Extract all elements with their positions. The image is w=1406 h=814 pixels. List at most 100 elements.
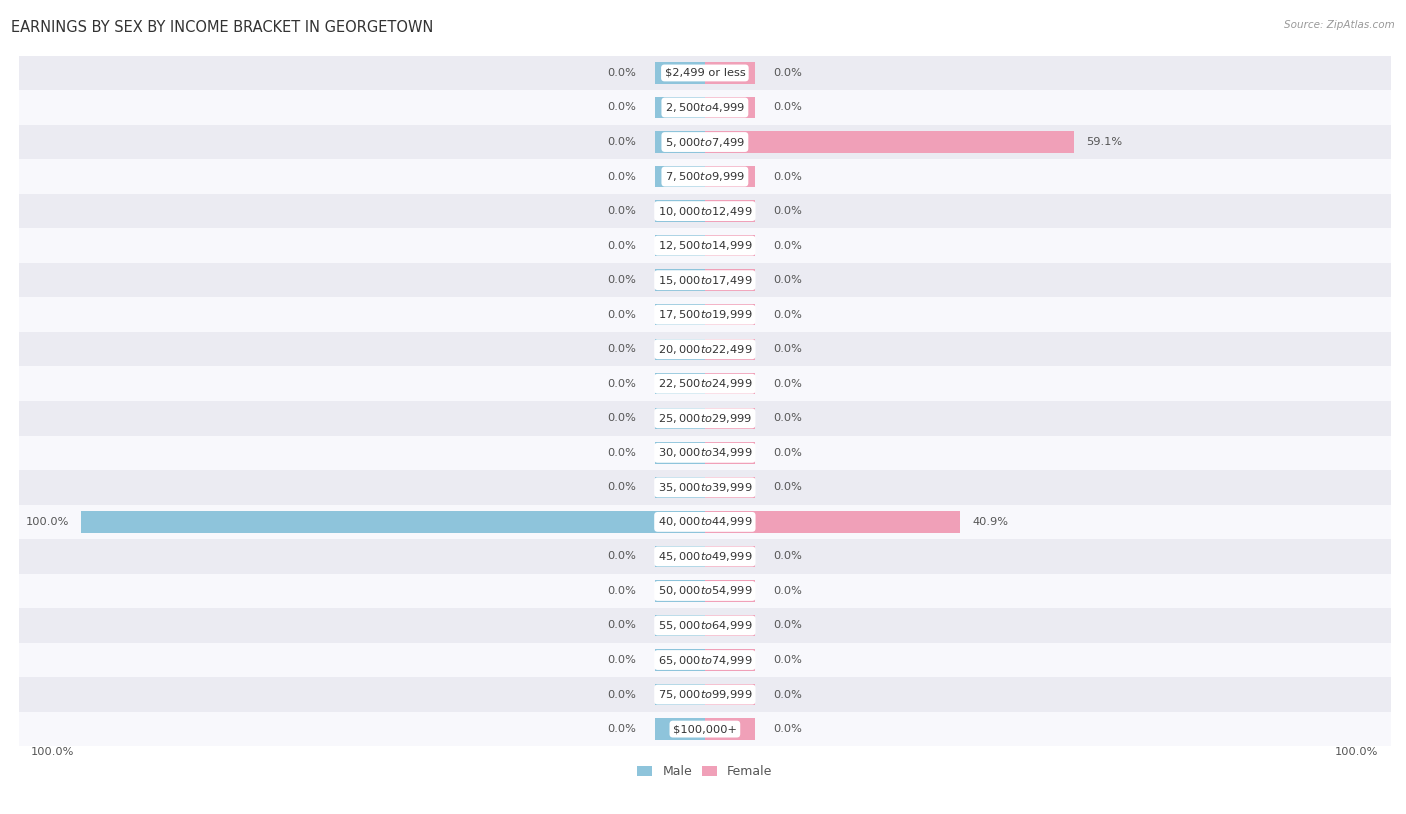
Bar	[18, 401, 1391, 435]
Bar	[704, 580, 755, 602]
Text: 0.0%: 0.0%	[607, 275, 637, 285]
Bar	[655, 62, 704, 84]
Text: $17,500 to $19,999: $17,500 to $19,999	[658, 309, 752, 322]
Text: 0.0%: 0.0%	[607, 172, 637, 182]
Text: 100.0%: 100.0%	[1336, 746, 1378, 756]
Text: $30,000 to $34,999: $30,000 to $34,999	[658, 446, 752, 459]
Text: 59.1%: 59.1%	[1085, 137, 1122, 147]
Text: $65,000 to $74,999: $65,000 to $74,999	[658, 654, 752, 667]
Text: 0.0%: 0.0%	[773, 241, 803, 251]
Bar	[704, 131, 1074, 153]
Text: $40,000 to $44,999: $40,000 to $44,999	[658, 515, 752, 528]
Bar	[704, 339, 755, 360]
Text: 0.0%: 0.0%	[773, 689, 803, 699]
Bar	[18, 711, 1391, 746]
Bar	[655, 373, 704, 395]
Text: $100,000+: $100,000+	[673, 724, 737, 734]
Bar	[18, 539, 1391, 574]
Text: 0.0%: 0.0%	[773, 275, 803, 285]
Bar	[655, 200, 704, 221]
Text: 0.0%: 0.0%	[773, 586, 803, 596]
Text: 0.0%: 0.0%	[607, 137, 637, 147]
Text: $75,000 to $99,999: $75,000 to $99,999	[658, 688, 752, 701]
Text: $12,500 to $14,999: $12,500 to $14,999	[658, 239, 752, 252]
Text: 0.0%: 0.0%	[773, 172, 803, 182]
Bar	[704, 684, 755, 705]
Bar	[655, 684, 704, 705]
Text: $2,500 to $4,999: $2,500 to $4,999	[665, 101, 745, 114]
Text: 0.0%: 0.0%	[607, 448, 637, 457]
Bar	[18, 332, 1391, 366]
Text: 0.0%: 0.0%	[773, 103, 803, 112]
Text: 0.0%: 0.0%	[773, 448, 803, 457]
Text: $35,000 to $39,999: $35,000 to $39,999	[658, 481, 752, 494]
Bar	[655, 477, 704, 498]
Bar	[704, 615, 755, 637]
Text: $50,000 to $54,999: $50,000 to $54,999	[658, 584, 752, 597]
Bar	[655, 235, 704, 256]
Text: $15,000 to $17,499: $15,000 to $17,499	[658, 274, 752, 287]
Bar	[704, 442, 755, 463]
Bar	[655, 304, 704, 326]
Text: $5,000 to $7,499: $5,000 to $7,499	[665, 136, 745, 148]
Text: 0.0%: 0.0%	[607, 655, 637, 665]
Text: 100.0%: 100.0%	[25, 517, 69, 527]
Bar	[704, 304, 755, 326]
Bar	[18, 643, 1391, 677]
Text: 0.0%: 0.0%	[773, 414, 803, 423]
Text: 0.0%: 0.0%	[773, 68, 803, 78]
Text: 0.0%: 0.0%	[607, 379, 637, 389]
Text: Source: ZipAtlas.com: Source: ZipAtlas.com	[1284, 20, 1395, 30]
Bar	[655, 339, 704, 360]
Bar	[655, 719, 704, 740]
Text: $20,000 to $22,499: $20,000 to $22,499	[658, 343, 752, 356]
Text: 0.0%: 0.0%	[607, 724, 637, 734]
Bar	[82, 511, 704, 532]
Bar	[655, 97, 704, 118]
Bar	[704, 719, 755, 740]
Bar	[655, 615, 704, 637]
Text: 0.0%: 0.0%	[607, 103, 637, 112]
Text: 0.0%: 0.0%	[773, 344, 803, 354]
Bar	[704, 269, 755, 291]
Text: 0.0%: 0.0%	[773, 551, 803, 562]
Bar	[704, 62, 755, 84]
Bar	[18, 366, 1391, 401]
Bar	[18, 470, 1391, 505]
Text: 0.0%: 0.0%	[607, 586, 637, 596]
Text: 0.0%: 0.0%	[607, 309, 637, 320]
Text: 0.0%: 0.0%	[773, 309, 803, 320]
Bar	[655, 650, 704, 671]
Bar	[704, 511, 960, 532]
Bar	[655, 269, 704, 291]
Bar	[18, 90, 1391, 125]
Bar	[655, 442, 704, 463]
Text: 0.0%: 0.0%	[607, 551, 637, 562]
Bar	[704, 166, 755, 187]
Bar	[655, 131, 704, 153]
Bar	[18, 297, 1391, 332]
Bar	[18, 160, 1391, 194]
Text: $7,500 to $9,999: $7,500 to $9,999	[665, 170, 745, 183]
Text: $25,000 to $29,999: $25,000 to $29,999	[658, 412, 752, 425]
Legend: Male, Female: Male, Female	[637, 765, 772, 778]
Text: 0.0%: 0.0%	[607, 414, 637, 423]
Bar	[704, 97, 755, 118]
Text: 100.0%: 100.0%	[31, 746, 75, 756]
Bar	[704, 477, 755, 498]
Bar	[655, 580, 704, 602]
Text: 0.0%: 0.0%	[607, 206, 637, 216]
Bar	[18, 55, 1391, 90]
Text: $2,499 or less: $2,499 or less	[665, 68, 745, 78]
Bar	[704, 408, 755, 429]
Bar	[18, 125, 1391, 160]
Text: 0.0%: 0.0%	[773, 483, 803, 492]
Bar	[18, 229, 1391, 263]
Text: 0.0%: 0.0%	[773, 206, 803, 216]
Text: 40.9%: 40.9%	[973, 517, 1008, 527]
Text: 0.0%: 0.0%	[607, 241, 637, 251]
Bar	[18, 574, 1391, 608]
Text: 0.0%: 0.0%	[607, 620, 637, 631]
Text: EARNINGS BY SEX BY INCOME BRACKET IN GEORGETOWN: EARNINGS BY SEX BY INCOME BRACKET IN GEO…	[11, 20, 433, 35]
Bar	[655, 166, 704, 187]
